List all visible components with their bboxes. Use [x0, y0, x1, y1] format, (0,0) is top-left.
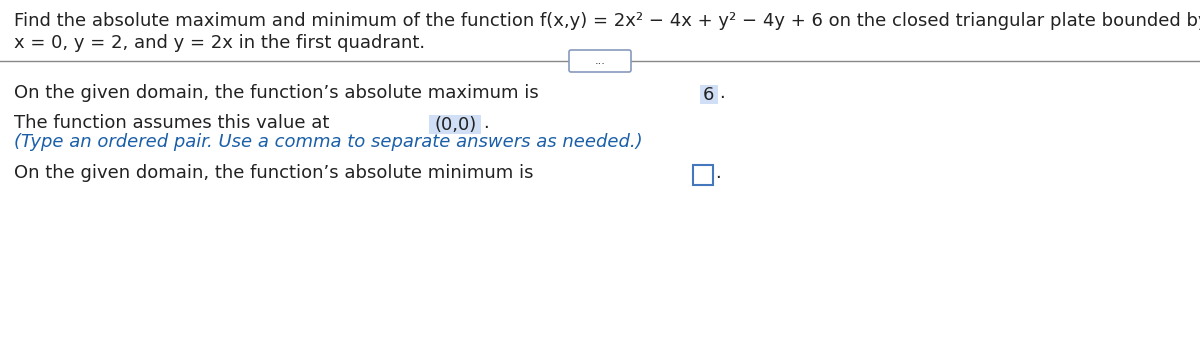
FancyBboxPatch shape: [569, 50, 631, 72]
Text: ...: ...: [594, 56, 606, 66]
Text: .: .: [484, 114, 490, 132]
Text: x = 0, y = 2, and y = 2x in the first quadrant.: x = 0, y = 2, and y = 2x in the first qu…: [14, 34, 425, 52]
Text: On the given domain, the function’s absolute maximum is: On the given domain, the function’s abso…: [14, 84, 545, 102]
Text: .: .: [715, 164, 720, 182]
FancyBboxPatch shape: [692, 165, 713, 185]
Text: .: .: [720, 84, 725, 102]
Text: Find the absolute maximum and minimum of the function f(x,y) = 2x² − 4x + y² − 4: Find the absolute maximum and minimum of…: [14, 12, 1200, 30]
FancyBboxPatch shape: [700, 85, 718, 104]
Text: (0,0): (0,0): [434, 115, 476, 134]
Text: 6: 6: [703, 86, 714, 103]
Text: On the given domain, the function’s absolute minimum is: On the given domain, the function’s abso…: [14, 164, 539, 182]
Text: (Type an ordered pair. Use a comma to separate answers as needed.): (Type an ordered pair. Use a comma to se…: [14, 133, 643, 151]
FancyBboxPatch shape: [430, 115, 481, 134]
Text: The function assumes this value at: The function assumes this value at: [14, 114, 335, 132]
